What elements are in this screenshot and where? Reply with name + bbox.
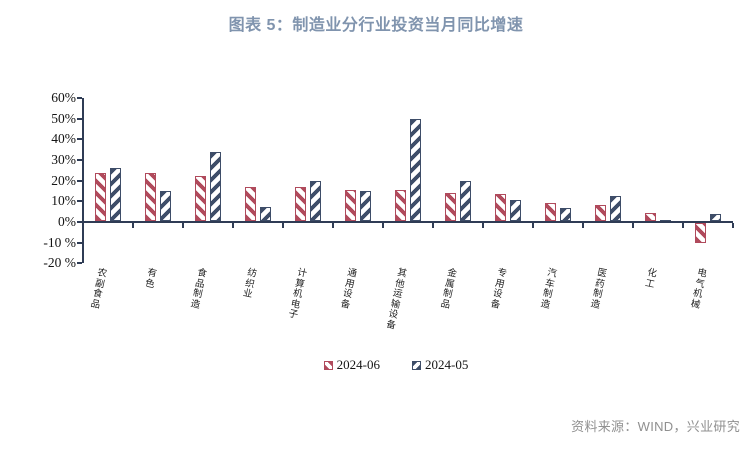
- category-label: 纺织业: [241, 268, 258, 301]
- bar: [445, 193, 456, 221]
- y-tick: [77, 200, 82, 203]
- bar: [195, 176, 206, 221]
- category-label: 金属制品: [439, 268, 458, 311]
- x-tick: [182, 223, 184, 228]
- bar: [710, 213, 721, 221]
- y-tick-label: 30%: [51, 151, 76, 167]
- y-tick: [77, 158, 82, 161]
- source-note: 资料来源：WIND，兴业研究: [571, 419, 740, 434]
- chart-title: 图表 5：制造业分行业投资当月同比增速: [228, 17, 524, 34]
- category-label: 农副食品: [89, 268, 108, 311]
- legend-swatch-icon: [323, 360, 333, 370]
- y-axis-line: [82, 97, 84, 264]
- y-tick-label: 50%: [51, 110, 76, 126]
- legend-label: 2024-05: [425, 357, 469, 372]
- bar: [210, 151, 221, 221]
- y-tick: [77, 117, 82, 120]
- y-tick-label: 10%: [51, 193, 76, 209]
- bar: [510, 200, 521, 221]
- bar: [645, 212, 656, 221]
- legend-swatch-icon: [412, 360, 421, 370]
- legend-item: 2024-05: [412, 357, 468, 373]
- category-label: 医药制造: [589, 268, 608, 311]
- bar: [695, 223, 706, 243]
- category-label: 专用设备: [489, 268, 508, 311]
- x-tick: [382, 223, 384, 228]
- x-tick: [432, 223, 434, 228]
- legend-label: 2024-06: [336, 357, 380, 372]
- y-tick-label: 0%: [58, 214, 76, 229]
- bar: [660, 219, 671, 221]
- category-label: 计算机电子: [287, 268, 308, 321]
- bar: [595, 205, 606, 221]
- bar: [395, 189, 406, 221]
- category-label: 化工: [644, 268, 658, 291]
- bar: [110, 168, 121, 221]
- y-tick-label: 40%: [51, 131, 76, 147]
- bar: [310, 180, 321, 221]
- x-tick: [682, 223, 684, 228]
- chart-legend: 2024-06 2024-05: [40, 357, 752, 373]
- y-tick: [77, 262, 82, 265]
- y-tick: [77, 241, 82, 244]
- y-tick: [77, 138, 82, 141]
- legend-item: 2024-06: [323, 357, 380, 373]
- bar: [410, 118, 421, 221]
- x-tick: [332, 223, 334, 228]
- x-tick: [232, 223, 234, 228]
- category-label: 有色: [144, 268, 158, 291]
- y-tick: [77, 221, 82, 223]
- bar: [295, 186, 306, 221]
- category-label: 通用设备: [339, 268, 358, 311]
- category-label: 电气机械: [689, 268, 708, 311]
- x-tick: [532, 223, 534, 228]
- bar: [145, 173, 156, 221]
- y-tick: [77, 96, 82, 99]
- y-tick-label: 20%: [51, 172, 76, 188]
- y-tick: [77, 179, 82, 182]
- category-label: 汽车制造: [539, 268, 558, 311]
- category-label: 其他运输设备: [385, 268, 408, 332]
- bar: [260, 206, 271, 221]
- bar: [160, 190, 171, 221]
- x-tick: [82, 223, 84, 228]
- x-tick: [132, 223, 134, 228]
- bar: [560, 207, 571, 221]
- x-tick: [732, 223, 734, 228]
- y-tick-label: -10 %: [43, 234, 76, 250]
- x-axis-line: [82, 221, 733, 223]
- y-tick-label: 60%: [51, 89, 76, 105]
- bar: [460, 180, 471, 221]
- bar: [545, 203, 556, 221]
- category-label: 食品制造: [189, 268, 208, 311]
- bar: [95, 173, 106, 221]
- x-tick: [282, 223, 284, 228]
- bar: [610, 196, 621, 221]
- x-tick: [482, 223, 484, 228]
- x-tick: [632, 223, 634, 228]
- bar: [360, 190, 371, 221]
- y-tick-label: -20 %: [43, 255, 76, 271]
- bar: [245, 186, 256, 221]
- bar: [495, 194, 506, 221]
- x-tick: [582, 223, 584, 228]
- bar: [345, 189, 356, 221]
